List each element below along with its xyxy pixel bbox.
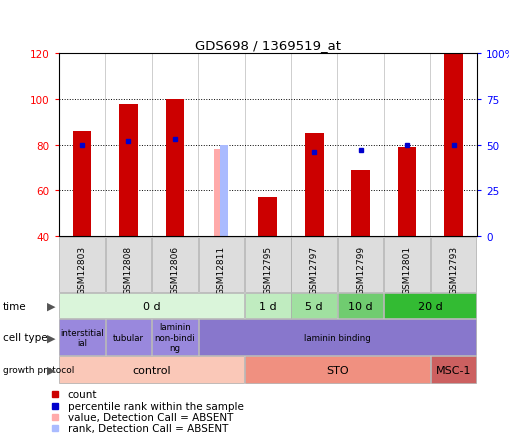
Bar bbox=[105, 237, 151, 293]
Bar bbox=[351, 171, 369, 237]
Bar bbox=[397, 148, 416, 237]
Bar bbox=[443, 54, 462, 237]
Bar bbox=[152, 237, 197, 293]
Text: ▶: ▶ bbox=[47, 301, 55, 311]
Text: STO: STO bbox=[325, 365, 348, 375]
Bar bbox=[214, 150, 224, 237]
Text: GSM12808: GSM12808 bbox=[124, 245, 132, 294]
Title: GDS698 / 1369519_at: GDS698 / 1369519_at bbox=[194, 39, 340, 52]
Text: laminin binding: laminin binding bbox=[303, 333, 370, 342]
Text: value, Detection Call = ABSENT: value, Detection Call = ABSENT bbox=[68, 412, 233, 422]
Text: laminin
non-bindi
ng: laminin non-bindi ng bbox=[154, 322, 195, 352]
Text: cell type: cell type bbox=[3, 332, 47, 342]
Bar bbox=[244, 356, 429, 384]
Text: GSM12803: GSM12803 bbox=[77, 245, 86, 294]
Text: ▶: ▶ bbox=[47, 332, 55, 342]
Bar bbox=[337, 237, 383, 293]
Text: time: time bbox=[3, 301, 26, 311]
Text: 0 d: 0 d bbox=[143, 301, 160, 311]
Bar bbox=[119, 105, 137, 237]
Text: MSC-1: MSC-1 bbox=[435, 365, 470, 375]
Text: 20 d: 20 d bbox=[417, 301, 442, 311]
Text: GSM12799: GSM12799 bbox=[355, 245, 364, 294]
Bar bbox=[198, 320, 475, 355]
Text: rank, Detection Call = ABSENT: rank, Detection Call = ABSENT bbox=[68, 423, 228, 433]
Bar bbox=[430, 356, 475, 384]
Text: control: control bbox=[132, 365, 171, 375]
Bar bbox=[165, 100, 184, 237]
Bar bbox=[430, 237, 475, 293]
Text: GSM12797: GSM12797 bbox=[309, 245, 318, 294]
Bar bbox=[244, 293, 290, 319]
Text: percentile rank within the sample: percentile rank within the sample bbox=[68, 401, 243, 411]
Bar bbox=[198, 237, 244, 293]
Bar bbox=[152, 320, 197, 355]
Bar bbox=[59, 293, 244, 319]
Text: 10 d: 10 d bbox=[348, 301, 372, 311]
Bar bbox=[105, 320, 151, 355]
Text: GSM12793: GSM12793 bbox=[448, 245, 457, 294]
Bar bbox=[59, 356, 244, 384]
Text: count: count bbox=[68, 389, 97, 399]
Text: 5 d: 5 d bbox=[305, 301, 322, 311]
Text: tubular: tubular bbox=[112, 333, 144, 342]
Text: interstitial
ial: interstitial ial bbox=[60, 328, 103, 347]
Bar bbox=[384, 293, 475, 319]
Bar bbox=[304, 134, 323, 237]
Bar bbox=[72, 132, 91, 237]
Text: GSM12811: GSM12811 bbox=[216, 245, 225, 294]
Bar bbox=[258, 198, 276, 237]
Bar bbox=[291, 293, 336, 319]
Bar bbox=[59, 320, 104, 355]
Bar bbox=[244, 237, 290, 293]
Text: ▶: ▶ bbox=[47, 365, 55, 375]
Text: GSM12806: GSM12806 bbox=[170, 245, 179, 294]
Bar bbox=[337, 293, 383, 319]
Bar bbox=[291, 237, 336, 293]
Text: GSM12795: GSM12795 bbox=[263, 245, 272, 294]
Text: growth protocol: growth protocol bbox=[3, 365, 74, 375]
Text: 1 d: 1 d bbox=[259, 301, 276, 311]
Text: GSM12801: GSM12801 bbox=[402, 245, 411, 294]
Bar bbox=[384, 237, 429, 293]
Bar bbox=[59, 237, 104, 293]
Bar bbox=[219, 145, 228, 237]
